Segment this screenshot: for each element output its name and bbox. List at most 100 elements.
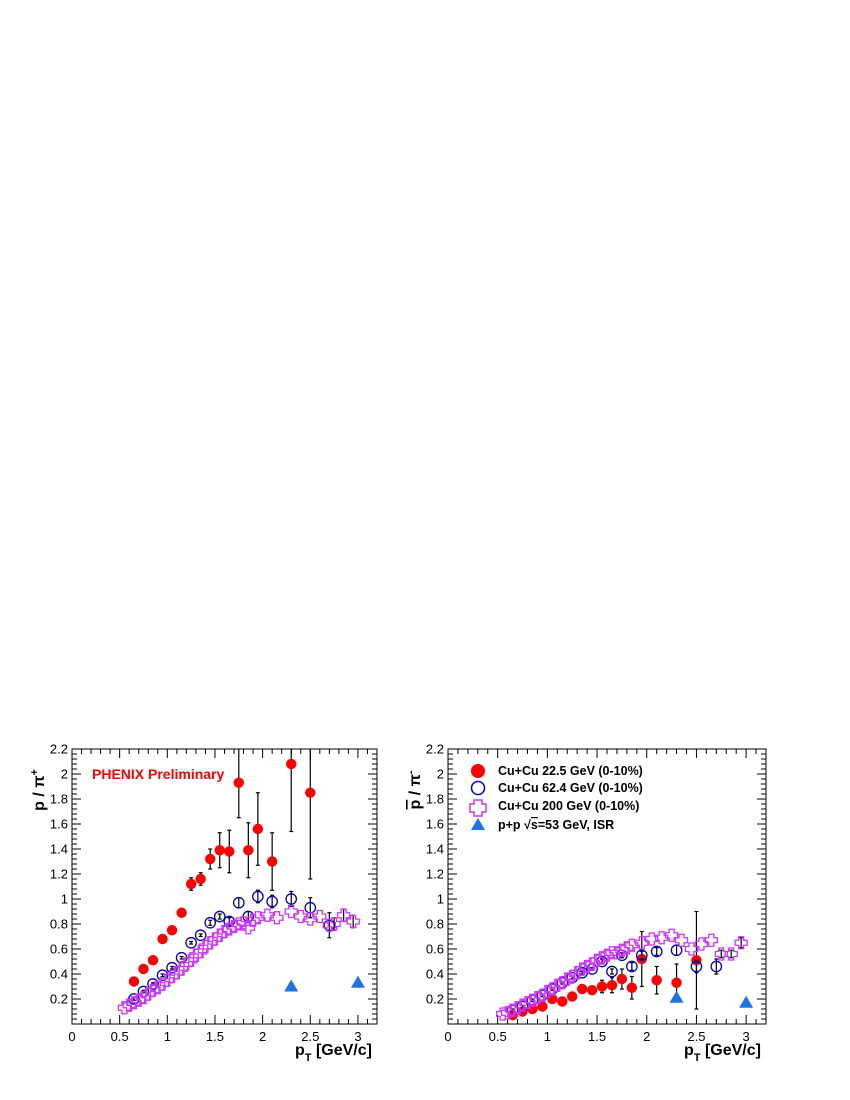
y-tick-label: 0.4 xyxy=(426,967,444,982)
x-tick-label: 2 xyxy=(259,1029,266,1044)
y-tick-label: 0.8 xyxy=(50,917,68,932)
data-point xyxy=(294,909,308,924)
data-point xyxy=(327,917,341,931)
data-point xyxy=(243,845,254,856)
legend: Cu+Cu 22.5 GeV (0-10%) Cu+Cu 62.4 GeV (0… xyxy=(469,764,643,832)
x-tick-label: 3 xyxy=(743,1029,750,1044)
x-tick-label: 2.5 xyxy=(687,1029,705,1044)
data-point xyxy=(586,985,598,996)
y-tick-label: 1 xyxy=(437,892,444,907)
data-point xyxy=(565,969,579,984)
svg-text:p / π+: p / π+ xyxy=(29,769,48,811)
data-point xyxy=(194,944,208,959)
data-point xyxy=(170,966,184,980)
data-point xyxy=(671,977,682,988)
data-point xyxy=(674,933,689,947)
data-point xyxy=(233,777,244,788)
data-point xyxy=(284,979,299,992)
data-point xyxy=(350,975,365,988)
y-tick-label: 1.4 xyxy=(50,842,68,857)
data-point xyxy=(305,787,316,798)
data-point xyxy=(645,932,659,946)
data-point xyxy=(166,925,178,936)
data-point xyxy=(213,910,226,923)
data-point xyxy=(284,904,298,919)
y-tick-label: 1.6 xyxy=(50,817,68,832)
legend-label-cucu-62: Cu+Cu 62.4 GeV (0-10%) xyxy=(498,781,643,795)
data-point xyxy=(651,975,662,986)
data-point xyxy=(580,959,594,974)
y-tick-label: 1.2 xyxy=(426,867,444,882)
panel-proton-ratio: 0 0.5 1 1.5 2 2.5 3 0.2 0.4 0.6 0.8 1 1.2 1.4 1.6 1.8 2… xyxy=(29,742,378,1064)
data-point xyxy=(620,941,634,955)
data-point xyxy=(266,895,279,908)
axis-ticks xyxy=(447,748,767,1025)
y-tick-label: 1.4 xyxy=(426,842,444,857)
data-point xyxy=(176,907,187,918)
y-tick-label: 2.2 xyxy=(426,742,444,757)
svg-text:p / π-: p / π- xyxy=(405,770,424,809)
y-tick-label: 1.6 xyxy=(426,817,444,832)
legend-marker-pp-isr xyxy=(471,818,485,830)
data-point xyxy=(704,933,718,947)
data-point xyxy=(684,942,699,956)
data-point xyxy=(217,924,232,939)
series-pp_isr xyxy=(669,990,754,1008)
data-point xyxy=(227,919,241,934)
data-point xyxy=(505,1003,520,1017)
legend-marker-cucu-200 xyxy=(469,799,487,817)
data-point xyxy=(204,916,217,929)
data-point xyxy=(510,1001,525,1015)
data-point xyxy=(236,916,251,930)
y-tick-label: 0.4 xyxy=(50,967,68,982)
data-point xyxy=(606,980,618,991)
data-point xyxy=(179,957,194,971)
data-point xyxy=(500,1006,515,1020)
y-tick-label: 2 xyxy=(61,767,68,782)
data-point xyxy=(224,846,235,857)
data-point xyxy=(555,976,569,990)
data-point xyxy=(585,957,599,971)
data-point xyxy=(655,931,669,945)
y-tick-labels: 0.2 0.4 0.6 0.8 1 1.2 1.4 1.6 1.8 2 2.2 xyxy=(50,742,68,1007)
x-tick-label: 0 xyxy=(444,1029,451,1044)
data-point xyxy=(525,993,540,1007)
y-tick-label: 1.8 xyxy=(426,792,444,807)
data-point xyxy=(232,917,246,931)
data-point xyxy=(185,936,197,949)
data-point xyxy=(303,912,317,926)
data-point xyxy=(165,969,179,984)
y-tick-label: 1.8 xyxy=(50,792,68,807)
data-point xyxy=(195,873,206,885)
data-point xyxy=(155,977,170,991)
data-point xyxy=(122,998,136,1012)
x-axis-title: pT [GeV/c] xyxy=(295,1042,372,1064)
y-tick-label: 0.6 xyxy=(50,942,68,957)
axis-ticks xyxy=(71,748,378,1025)
data-point xyxy=(151,981,165,995)
data-point xyxy=(117,1001,132,1015)
data-point xyxy=(241,921,255,935)
legend-marker-cucu-22 xyxy=(471,764,485,778)
data-point xyxy=(160,973,174,987)
data-point xyxy=(146,983,160,997)
data-point xyxy=(251,911,265,925)
data-point xyxy=(625,938,639,952)
series-cucu_200 xyxy=(117,904,360,1015)
data-point xyxy=(194,929,207,942)
data-point xyxy=(739,995,754,1008)
x-tick-label: 1.5 xyxy=(588,1029,606,1044)
plot-frame xyxy=(71,748,378,1025)
x-tick-label: 3 xyxy=(354,1029,361,1044)
y-tick-label: 0.2 xyxy=(50,992,68,1007)
data-point xyxy=(156,969,169,982)
data-point xyxy=(205,853,216,865)
data-point xyxy=(132,993,146,1007)
legend-label-cucu-22: Cu+Cu 22.5 GeV (0-10%) xyxy=(498,764,643,778)
data-point xyxy=(669,990,684,1003)
data-point xyxy=(496,1007,510,1021)
y-tick-label: 0.8 xyxy=(426,917,444,932)
data-point xyxy=(157,933,168,945)
data-point xyxy=(222,922,236,936)
